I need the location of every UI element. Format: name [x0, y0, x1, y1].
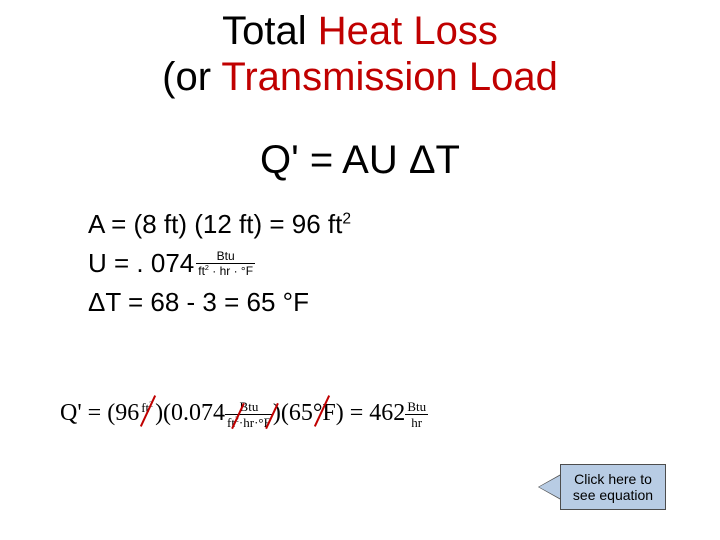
slide-title: Total Heat Loss (or Transmission Load — [0, 0, 720, 100]
result-u-unit: Btuft2·hr·°F — [225, 400, 273, 429]
definitions-block: A = (8 ft) (12 ft) = 96 ft2 U = . 074 Bt… — [88, 205, 720, 322]
def-area-sup: 2 — [342, 210, 351, 227]
result-equation: Q' = (96ft2 )(0.074Btuft2·hr·°F)(65°F) =… — [60, 400, 428, 429]
result-area-unit: ft2 — [139, 401, 155, 429]
result-final-unit: Btuhr — [405, 400, 428, 429]
main-equation: Q' = AU ΔT — [0, 138, 720, 183]
def-u-frac-num: Btu — [196, 250, 255, 263]
callout-label: Click here to see equation — [560, 464, 666, 510]
result-q: Q' = — [60, 400, 107, 426]
title-line2-red: Transmission Load — [221, 55, 557, 99]
def-u-fraction: Btu ft2 · hr · °F — [196, 250, 255, 277]
result-u-group: 0.074Btuft2·hr·°F — [171, 400, 273, 429]
title-line2-plain: (or — [162, 55, 221, 99]
result-dt-group: 65°F — [289, 400, 336, 427]
see-equation-callout[interactable]: Click here to see equation — [538, 464, 666, 510]
arrow-left-icon — [538, 474, 561, 500]
def-dt: ΔT = 68 - 3 = 65 °F — [88, 283, 720, 322]
title-line1-red: Heat Loss — [318, 9, 498, 53]
title-line1-plain: Total — [222, 9, 318, 53]
result-area-group: 96ft2 — [115, 400, 155, 428]
def-area: A = (8 ft) (12 ft) = 96 ft2 — [88, 205, 720, 244]
def-area-text: A = (8 ft) (12 ft) = 96 ft — [88, 209, 342, 239]
def-u-prefix: U = . 074 — [88, 248, 194, 278]
def-u-frac-den: ft2 · hr · °F — [196, 263, 255, 277]
def-u: U = . 074 Btu ft2 · hr · °F — [88, 244, 720, 283]
result-equals: = 462 — [344, 400, 406, 426]
